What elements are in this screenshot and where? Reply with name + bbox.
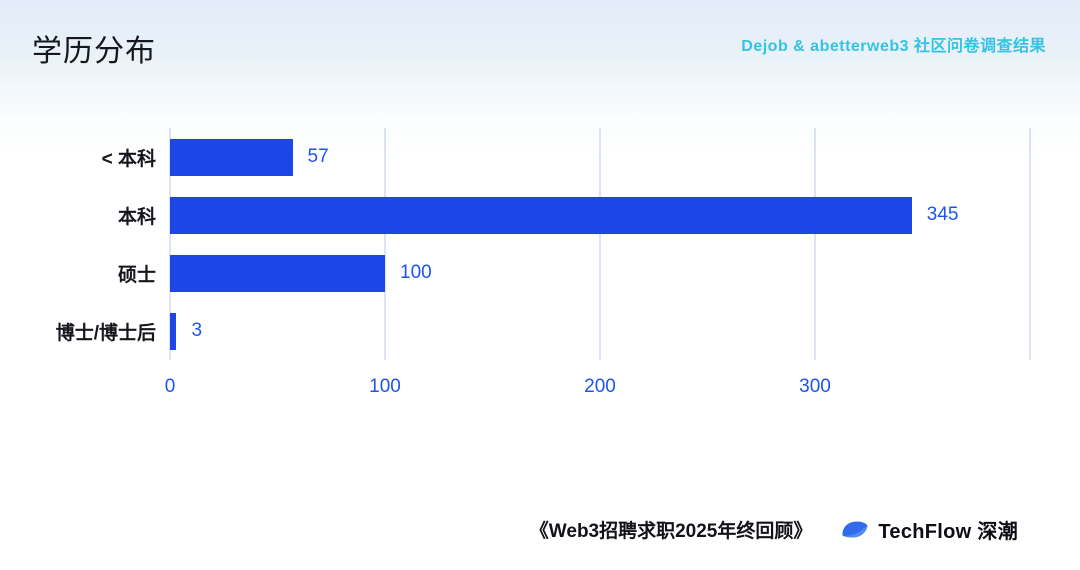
page-title: 学历分布 <box>32 35 156 68</box>
bar-value-label: 57 <box>307 146 329 167</box>
bar-rows: < 本科 57 本科 345 硕士 100 博士/博士后 3 <box>56 128 1030 360</box>
bar <box>170 196 912 234</box>
category-label: 硕士 <box>117 264 156 286</box>
gridline <box>1029 128 1031 360</box>
x-tick-label: 100 <box>369 376 401 397</box>
bar-row: 博士/博士后 3 <box>56 302 1030 360</box>
plot-area: < 本科 57 本科 345 硕士 100 博士/博士后 3 <box>56 128 1031 360</box>
x-tick-label: 200 <box>584 376 616 397</box>
bar-value-label: 3 <box>191 320 203 341</box>
bar-row: 硕士 100 <box>118 244 1030 302</box>
techflow-logo-icon <box>842 521 868 537</box>
source-text: 《Web3招聘求职2025年终回顾》 <box>529 521 813 542</box>
x-tick-label: 0 <box>164 376 176 397</box>
x-tick-label: 300 <box>799 376 831 397</box>
subtitle: Dejob & abetterweb3 社区问卷调查结果 <box>741 38 1046 55</box>
bar <box>170 138 293 176</box>
category-label: 本科 <box>117 206 156 228</box>
gridline <box>814 128 816 360</box>
brand-name: TechFlow 深潮 <box>878 521 1018 543</box>
x-axis: 0 100 200 300 <box>165 376 1030 406</box>
bar-row: < 本科 57 <box>102 128 1030 186</box>
category-label: < 本科 <box>101 148 156 170</box>
bar-row: 本科 345 <box>118 186 1030 244</box>
category-label: 博士/博士后 <box>55 322 156 344</box>
bar <box>170 312 177 350</box>
gridline <box>599 128 601 360</box>
bar-chart: < 本科 57 本科 345 硕士 100 博士/博士后 3 0 100 200 300 <box>30 128 1031 406</box>
bar-value-label: 345 <box>926 204 959 225</box>
bar <box>170 254 385 292</box>
gridlines <box>169 128 1031 360</box>
footer: 《Web3招聘求职2025年终回顾》 TechFlow 深潮 <box>530 515 1018 544</box>
header: 学历分布 Dejob & abetterweb3 社区问卷调查结果 <box>0 0 1080 70</box>
gridline <box>169 128 171 360</box>
bar-value-label: 100 <box>400 262 432 283</box>
brand: TechFlow 深潮 <box>838 515 1018 544</box>
gridline <box>384 128 386 360</box>
